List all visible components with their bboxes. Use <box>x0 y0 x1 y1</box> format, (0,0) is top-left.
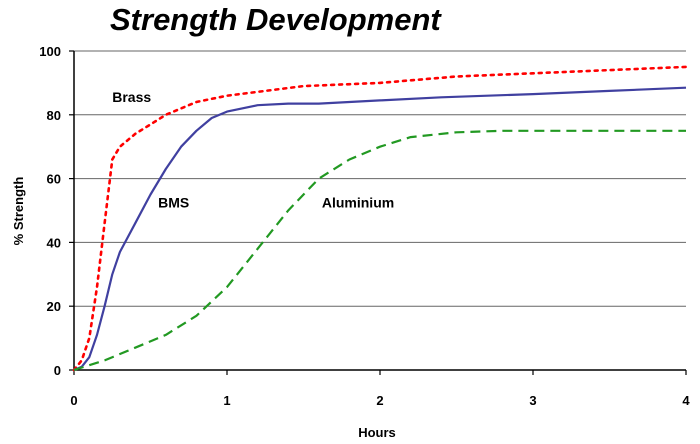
series-line-bms <box>73 86 687 372</box>
series-line-aluminium <box>73 129 686 372</box>
tick-labels: 0 20 40 60 80 100 0 1 2 3 4 <box>39 44 690 408</box>
annotation-bms: BMS <box>158 194 189 210</box>
x-axis-title: Hours <box>358 425 396 440</box>
x-tick-label-4: 4 <box>682 393 690 408</box>
grid-lines <box>74 50 686 307</box>
y-tick-label-40: 40 <box>47 235 61 250</box>
y-tick-label-80: 80 <box>47 108 61 123</box>
chart-title: Strength Development <box>110 2 441 37</box>
y-tick-label-100: 100 <box>39 44 61 59</box>
x-tick-label-3: 3 <box>529 393 536 408</box>
y-tick-label-20: 20 <box>47 299 61 314</box>
x-tick-label-0: 0 <box>70 393 77 408</box>
series-layer <box>72 65 688 372</box>
x-tick-label-2: 2 <box>376 393 383 408</box>
series-line-brass <box>72 65 688 372</box>
annotation-brass: Brass <box>112 89 151 105</box>
y-tick-label-60: 60 <box>47 172 61 187</box>
y-tick-label-0: 0 <box>54 363 61 378</box>
x-tick-label-1: 1 <box>223 393 230 408</box>
annotation-aluminium: Aluminium <box>322 194 394 210</box>
y-axis-title: % Strength <box>11 177 26 246</box>
axes <box>69 50 687 375</box>
annotations: Brass BMS Aluminium <box>112 89 394 210</box>
